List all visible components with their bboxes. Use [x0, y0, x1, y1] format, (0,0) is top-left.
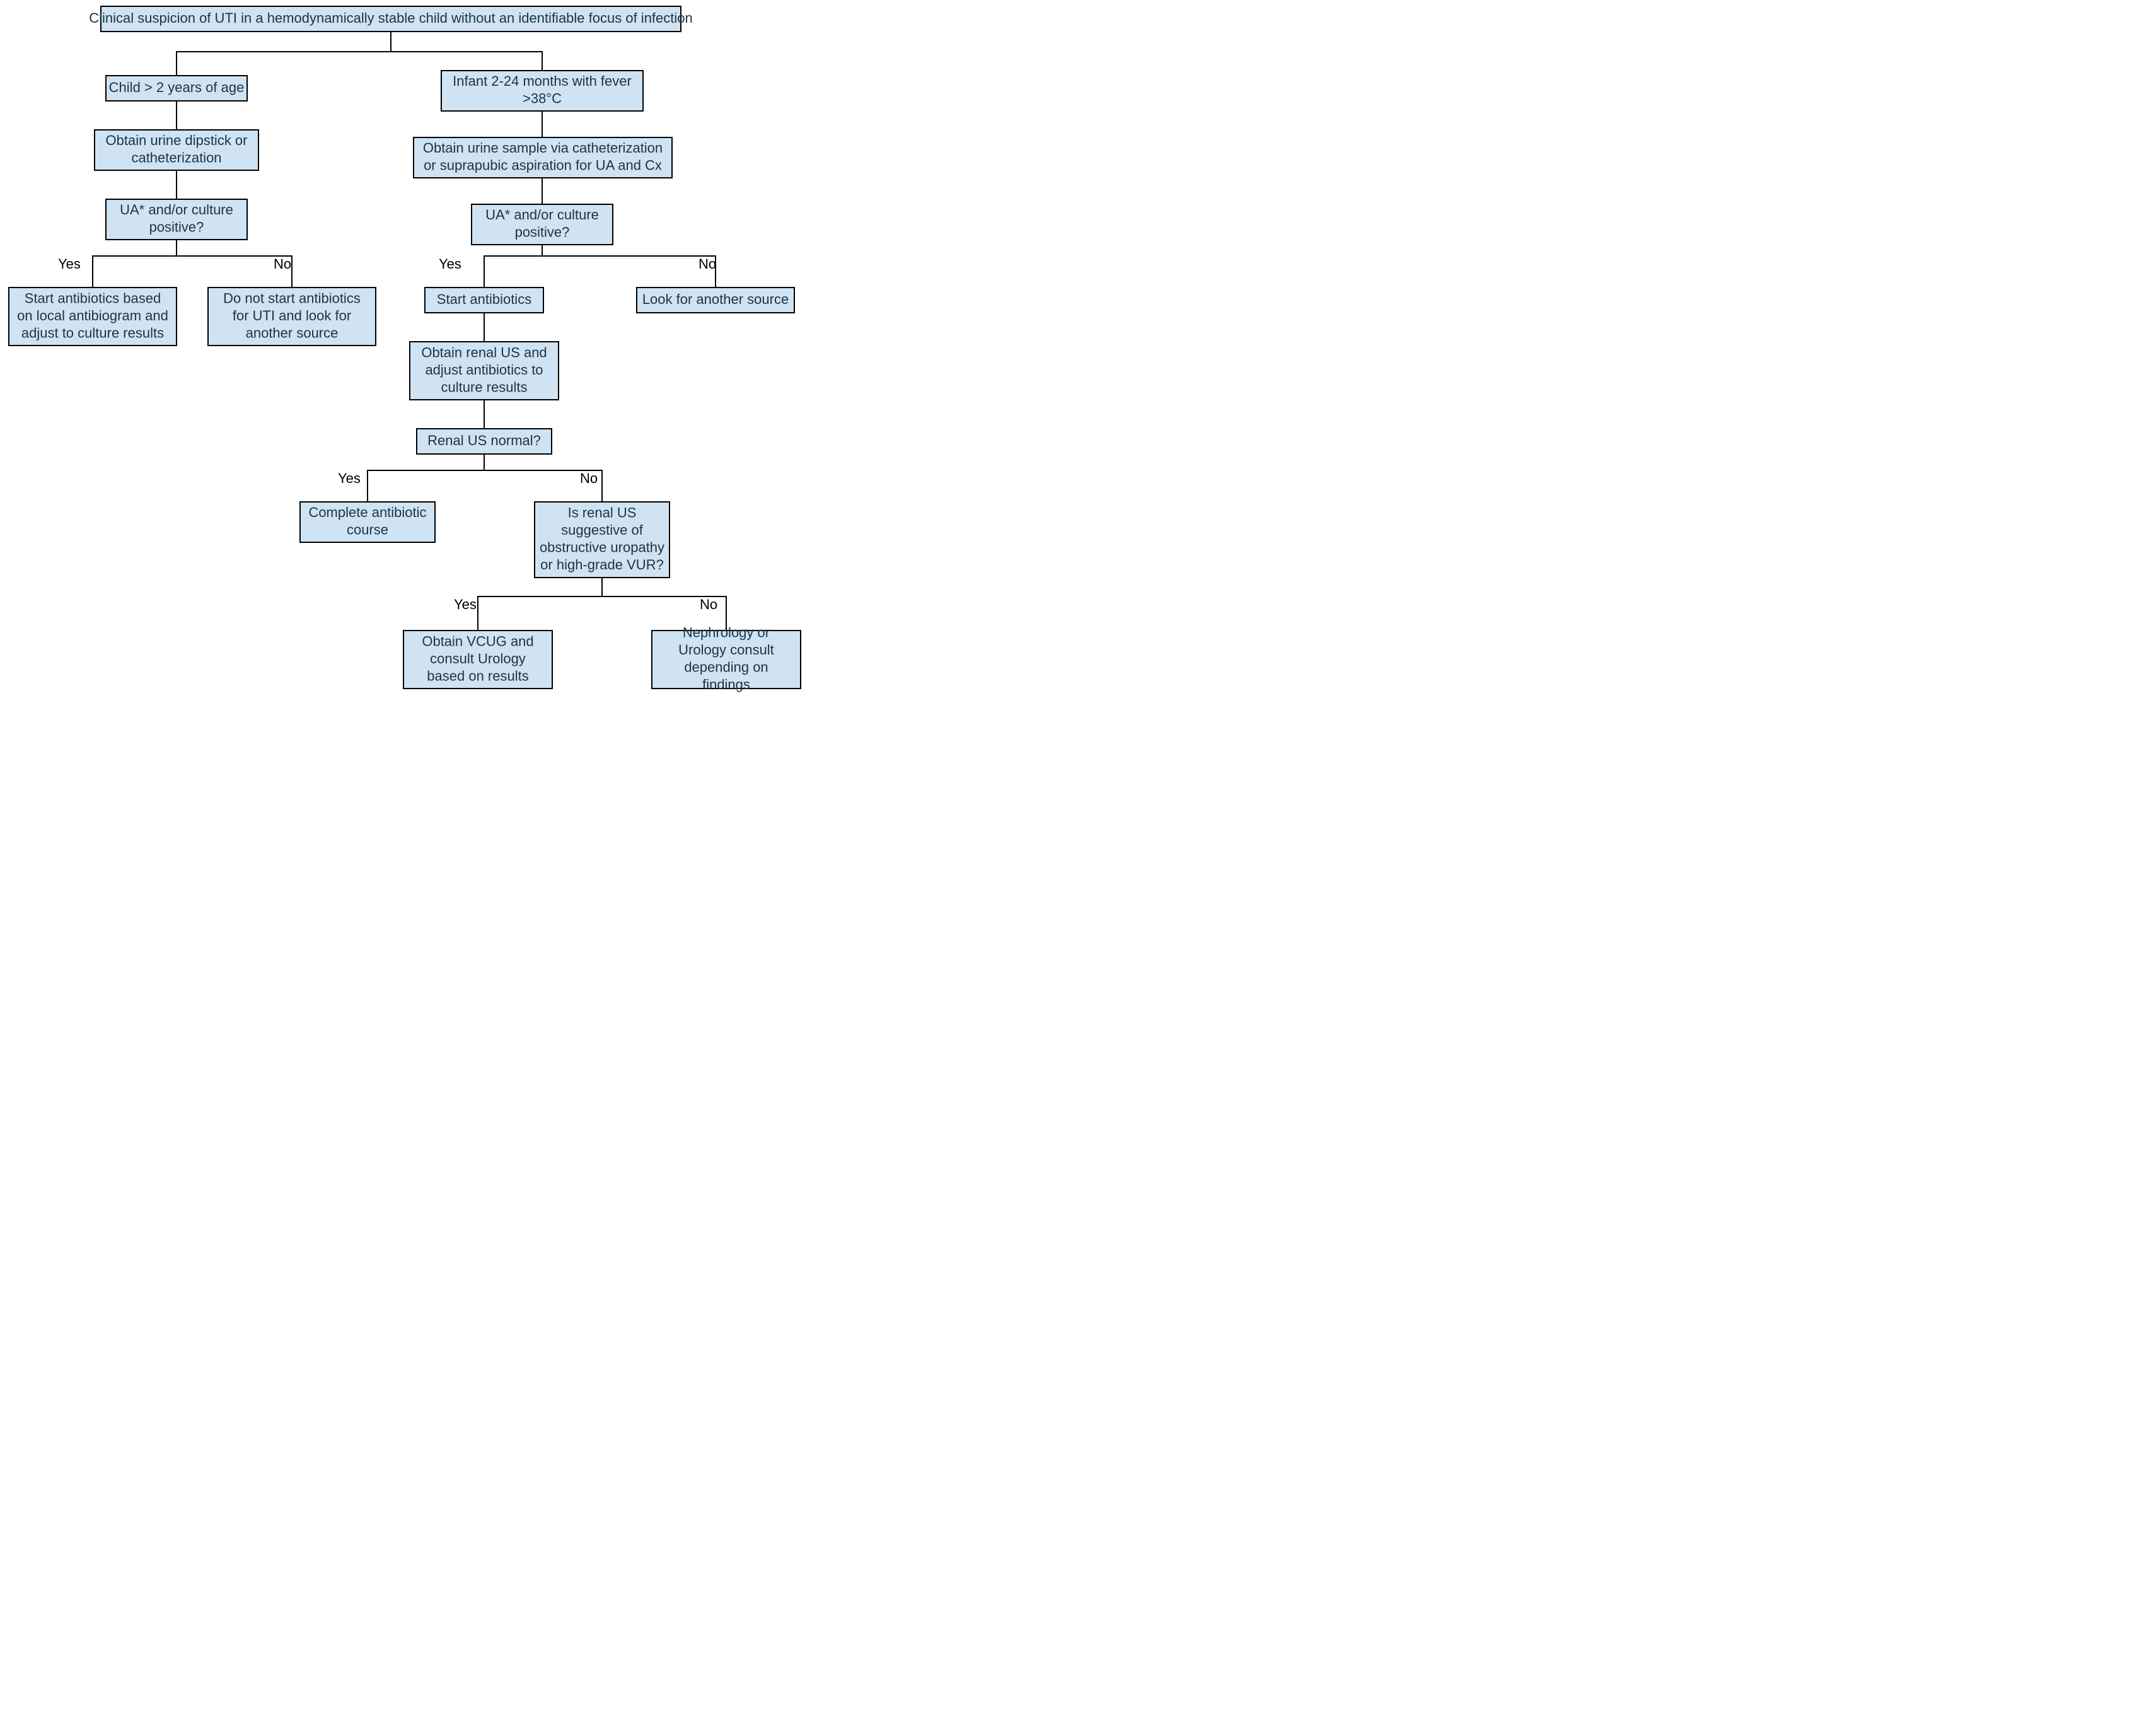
- node-r_complete: Complete antibiotic course: [300, 502, 435, 542]
- node-l_no-line-1: for UTI and look for: [233, 308, 351, 323]
- node-r_complete-line-0: Complete antibiotic: [308, 504, 426, 520]
- node-l_no-line-2: another source: [246, 325, 339, 340]
- flowchart-canvas: Clinical suspicion of UTI in a hemodynam…: [0, 0, 1078, 855]
- node-l_no: Do not start antibiotics for UTI and look…: [208, 288, 376, 346]
- node-r_ua-line-0: UA* and/or culture: [485, 207, 599, 223]
- edge-9: [368, 454, 602, 502]
- node-r_obstruct-line-0: Is renal US: [568, 505, 637, 521]
- node-l_ua-line-0: UA* and/or culture: [120, 202, 233, 218]
- node-r_us-line-0: Obtain renal US and: [421, 344, 547, 360]
- node-r_obstruct-line-3: or high-grade VUR?: [540, 557, 664, 573]
- branch-label-4: Yes: [338, 470, 361, 486]
- node-r_obstruct: Is renal USsuggestive of obstructive urop…: [535, 502, 669, 578]
- node-r_look-line-0: Look for another source: [642, 291, 789, 307]
- branch-label-3: No: [698, 256, 716, 272]
- node-r_neph: Nephrology orUrology consult depending on…: [652, 625, 801, 693]
- node-l_yes-line-1: on local antibiogram and: [17, 308, 168, 323]
- branch-label-7: No: [700, 596, 717, 612]
- node-l_yes-line-2: adjust to culture results: [21, 325, 164, 340]
- node-l_dip: Obtain urine dipstick or catheterization: [95, 130, 258, 170]
- node-r_complete-line-1: course: [347, 522, 388, 538]
- branch-label-2: Yes: [439, 256, 461, 272]
- node-r_neph-line-2: depending on: [684, 660, 768, 675]
- node-r_ua-line-1: positive?: [515, 224, 570, 240]
- node-root-line-0: Clinical suspicion of UTI in a hemodynam…: [89, 10, 693, 26]
- branch-label-6: Yes: [454, 596, 477, 612]
- node-r_obstruct-line-1: suggestive of: [561, 522, 644, 538]
- node-l_age-line-0: Child > 2 years of age: [109, 79, 245, 95]
- node-r_us: Obtain renal US and adjust antibiotics to…: [410, 342, 559, 400]
- node-r_neph-line-0: Nephrology or: [683, 625, 770, 641]
- node-r_look: Look for another source: [637, 288, 794, 313]
- node-r_us-line-2: culture results: [441, 379, 528, 395]
- branch-label-1: No: [274, 256, 291, 272]
- node-r_neph-line-3: findings: [702, 677, 750, 692]
- node-r_vcug-line-0: Obtain VCUG and: [422, 633, 533, 649]
- node-r_age-line-0: Infant 2-24 months with fever: [453, 73, 632, 89]
- node-l_ua: UA* and/or culturepositive?: [106, 199, 247, 240]
- node-root: Clinical suspicion of UTI in a hemodynam…: [89, 6, 693, 32]
- node-r_usnorm: Renal US normal?: [417, 429, 552, 454]
- node-l_dip-line-0: Obtain urine dipstick or: [106, 132, 248, 148]
- node-r_obstruct-line-2: obstructive uropathy: [540, 540, 664, 555]
- node-r_vcug: Obtain VCUG and consult Urology based on r…: [403, 631, 552, 689]
- node-l_age: Child > 2 years of age: [106, 76, 247, 101]
- edge-6: [484, 245, 716, 288]
- node-r_ua: UA* and/or culturepositive?: [472, 204, 613, 245]
- node-r_age: Infant 2-24 months with fever >38°C: [441, 71, 643, 111]
- edge-3: [93, 240, 292, 288]
- node-r_vcug-line-2: based on results: [427, 668, 528, 683]
- node-l_no-line-0: Do not start antibiotics: [223, 290, 361, 306]
- node-r_start: Start antibiotics: [425, 288, 543, 313]
- node-r_age-line-1: >38°C: [523, 91, 562, 107]
- branch-label-5: No: [580, 470, 598, 486]
- node-r_vcug-line-1: consult Urology: [430, 651, 526, 666]
- edge-0: [177, 32, 542, 76]
- node-l_yes-line-0: Start antibiotics based: [25, 290, 161, 306]
- node-r_sample: Obtain urine sample via catheterization o…: [414, 137, 672, 178]
- edge-10: [478, 578, 726, 631]
- node-l_yes: Start antibiotics based on local antibiog…: [9, 288, 177, 346]
- node-r_us-line-1: adjust antibiotics to: [425, 362, 543, 378]
- node-r_sample-line-1: or suprapubic aspiration for UA and Cx: [424, 158, 662, 173]
- node-l_dip-line-1: catheterization: [131, 150, 221, 166]
- branch-label-0: Yes: [58, 256, 81, 272]
- node-l_ua-line-1: positive?: [149, 219, 204, 235]
- node-r_usnorm-line-0: Renal US normal?: [427, 433, 541, 448]
- node-r_neph-line-1: Urology consult: [678, 642, 774, 658]
- node-r_sample-line-0: Obtain urine sample via catheterization: [423, 140, 663, 156]
- node-r_start-line-0: Start antibiotics: [437, 291, 531, 307]
